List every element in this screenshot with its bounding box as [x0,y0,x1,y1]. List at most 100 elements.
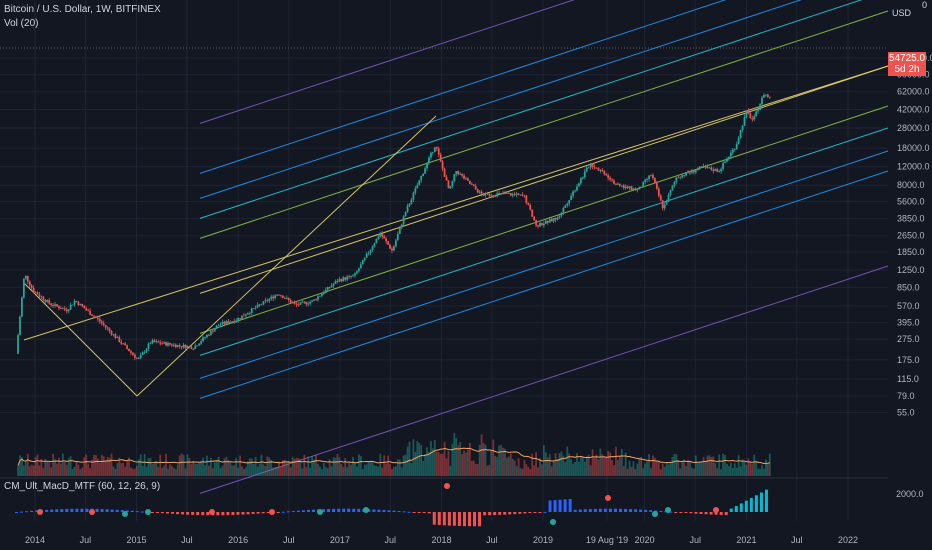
volume-bar [484,444,487,476]
macd-bar [221,512,225,516]
candle-body [731,149,734,153]
candle-body [467,178,469,181]
macd-bar [55,509,59,512]
volume-bar [603,457,606,476]
candle-body [334,281,337,284]
time-axis-tick-label: Jul [181,535,193,545]
candle-body [691,170,693,173]
candle-body [211,330,214,332]
candle-body [505,193,508,194]
candle-body [581,177,584,179]
volume-bar [36,454,39,476]
candle-body [406,205,409,212]
candle-body [408,203,411,206]
volume-bar [759,469,761,476]
volume-bar [525,464,528,476]
volume-bar [167,468,169,476]
volume-bar [712,456,715,476]
candle-body [617,183,619,185]
candle-body [389,244,391,249]
volume-bar [229,462,232,476]
volume-bar [186,454,189,476]
candle-body [357,268,360,272]
volume-bar [708,455,711,476]
price-axis-tick-label: 570.0 [897,301,920,311]
candle-body [490,195,493,197]
candle-body [126,345,128,349]
candle-body [560,212,563,216]
time-axis-tick-label: 2017 [330,535,350,545]
candle-body [198,343,201,346]
volume-bar [207,465,210,476]
volume-bar [54,459,56,476]
candle-body [572,191,575,196]
macd-bar [709,512,713,515]
volume-bar [359,456,362,476]
candle-body [768,96,771,98]
candle-body [307,303,310,305]
macd-bar [75,508,79,512]
time-axis[interactable]: 2014 Jul 2015 Jul 2016 Jul 2017 Jul 2018 Jul 2019 1… [25,535,858,545]
volume-bar [585,456,588,476]
macd-bar [462,512,466,527]
volume-bar [757,468,760,476]
candle-body [729,152,732,157]
volume-bar [488,464,491,476]
candle-body [348,275,351,277]
candle-body [720,168,723,172]
macd-bar [588,509,592,512]
candle-body [724,161,726,164]
price-axis[interactable]: 130000.090000.062000.042000.028000.01800… [897,53,932,418]
candle-body [254,307,257,309]
volume-bar [578,461,580,476]
currency-marker: 0 [922,0,928,10]
volume-bar [502,447,504,476]
candle-body [359,264,362,269]
volume-bar [389,464,391,476]
candle-body [398,227,401,234]
volume-bar [589,465,592,476]
volume-bar [696,463,699,476]
volume-bar [322,462,325,476]
candle-body [761,97,763,105]
candle-body [266,300,269,302]
candle-body [157,341,160,343]
volume-bar [541,464,543,476]
volume-bar [354,462,356,476]
candle-body [332,283,335,286]
volume-bar [297,458,300,476]
volume-bar [652,455,654,476]
volume-bar [439,453,442,476]
volume-bar [459,442,462,476]
macd-bar [236,512,240,515]
volume-bar [394,466,397,476]
candle-body [443,168,446,177]
candle-body [657,188,660,196]
volume-bar [245,467,247,476]
macd-bar [186,512,190,515]
volume-bar [81,467,84,476]
candle-body [766,94,769,98]
volume-bar [289,467,292,476]
candle-body [496,193,499,197]
candle-body [346,276,349,280]
candle-body [654,178,656,184]
volume-bar [751,463,754,476]
volume-bar [492,439,495,476]
volume-bar [114,468,117,476]
volume-bar [141,465,144,476]
candle-body [441,161,444,169]
candle-body [112,334,115,336]
price-axis-tick-label: 3850.0 [897,214,925,224]
candle-body [480,191,483,195]
candle-body [556,217,559,220]
candle-body [644,179,647,183]
macd-bar [629,509,633,512]
volume-bar [498,445,500,476]
candle-body [170,344,173,346]
candle-body [297,304,300,306]
volume-bar [153,463,156,476]
volume-bar [611,460,613,476]
volume-bar [124,466,127,476]
